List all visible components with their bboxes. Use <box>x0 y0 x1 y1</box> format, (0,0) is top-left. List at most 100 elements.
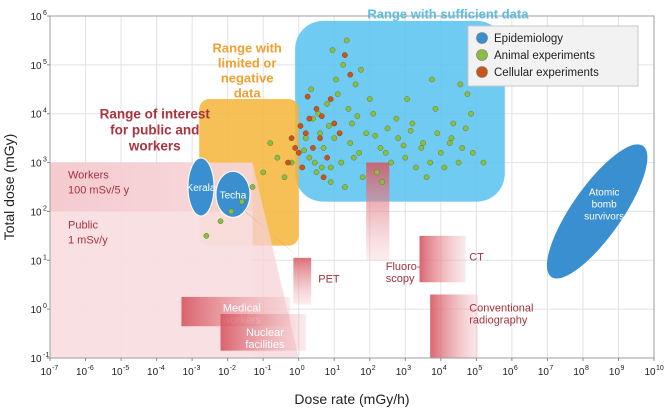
animal-point <box>342 184 348 190</box>
limited-data-title: negative <box>221 71 274 86</box>
animal-point <box>203 233 210 239</box>
animal-point <box>480 159 487 166</box>
animal-point <box>468 110 474 117</box>
animal-point <box>301 147 307 154</box>
animal-point <box>382 149 389 156</box>
cell-point <box>306 115 313 122</box>
x-tick-exp: 8 <box>585 365 589 372</box>
cell-point <box>313 105 320 112</box>
animal-point <box>317 130 323 137</box>
cell-point <box>299 164 306 171</box>
exposure-nuclear-box <box>220 314 306 351</box>
workers-label: Workers <box>68 170 109 182</box>
x-tick-label: 10 <box>289 367 301 378</box>
x-tick-exp: -5 <box>123 365 129 372</box>
animal-point <box>432 105 439 112</box>
animal-point <box>434 130 441 137</box>
animal-point <box>354 113 361 120</box>
animal-point <box>400 142 407 149</box>
animal-point <box>413 164 419 171</box>
animal-point <box>340 62 346 68</box>
techa-label: Techa <box>220 190 247 201</box>
x-tick-exp: -4 <box>159 365 165 372</box>
animal-point <box>228 208 235 215</box>
y-tick-exp: 4 <box>43 108 47 115</box>
cell-point <box>327 96 334 102</box>
x-tick-label: 10 <box>502 367 514 378</box>
exposure-label: Medical <box>223 303 261 315</box>
animal-point <box>388 159 394 166</box>
animal-point <box>334 91 341 98</box>
exposure-label: Conventional <box>469 303 533 315</box>
y-tick-exp: 1 <box>43 254 47 261</box>
x-tick-exp: -6 <box>88 365 94 372</box>
animal-point <box>366 96 373 102</box>
legend: Epidemiology Animal experiments Cellular e… <box>467 25 639 87</box>
range-of-interest-title: workers <box>128 139 181 154</box>
animal-point <box>363 130 370 137</box>
y-tick-exp: -1 <box>43 352 49 359</box>
x-tick-label: 10 <box>76 367 88 378</box>
cell-point <box>342 52 348 58</box>
animal-point <box>311 159 318 166</box>
cell-point <box>310 145 316 151</box>
animal-point <box>343 37 350 44</box>
exposure-scenarios: PET Fluoro-scopy CT Conventionalradiography… <box>181 162 533 358</box>
exposure-pet-box <box>293 257 312 305</box>
public-label: 1 mSv/y <box>68 234 108 246</box>
range-of-interest-title: Range of interest <box>100 107 211 122</box>
animal-point <box>455 159 462 166</box>
atomic-bomb-label: bomb <box>592 199 617 210</box>
exposure-label: Nuclear <box>246 327 284 339</box>
animal-point <box>437 149 444 156</box>
x-tick-exp: 1 <box>336 365 340 372</box>
animal-point <box>327 179 334 185</box>
animal-point <box>404 96 410 102</box>
y-tick-exp: 3 <box>43 157 47 164</box>
animal-point <box>418 145 425 151</box>
animal-point <box>429 76 435 83</box>
limited-data-title: data <box>234 86 262 101</box>
range-of-interest-title: for public and <box>110 123 199 138</box>
cell-point <box>295 149 302 156</box>
public-band <box>50 211 253 358</box>
atomic-bomb-label: Atomic <box>589 187 620 198</box>
animal-point <box>356 149 362 156</box>
exposure-label: scopy <box>386 273 415 285</box>
x-tick-exp: -7 <box>52 365 58 372</box>
sufficient-data-title: Range with sufficient data <box>367 6 529 21</box>
exposure-conventional-box <box>430 294 479 358</box>
x-axis-ticks: 10 -7 10 -6 10 -5 10 -4 10 -3 10 -2 10 -1 10 0 10 1 10 2 10 3… <box>40 358 664 378</box>
techa-ellipse <box>215 170 251 218</box>
animal-point <box>326 123 332 129</box>
animal-point <box>350 154 357 161</box>
cell-point <box>302 130 309 137</box>
animal-point <box>423 174 430 181</box>
animal-point <box>420 140 426 146</box>
x-tick-label: 10 <box>183 367 195 378</box>
x-tick-exp: -3 <box>194 365 200 372</box>
y-tick-label: 10 <box>30 354 42 365</box>
animal-point <box>457 81 464 88</box>
animal-point <box>338 159 345 166</box>
cell-point <box>320 174 327 181</box>
exposure-label: radiography <box>469 315 528 327</box>
scatter-points <box>203 37 487 239</box>
animal-point <box>345 105 352 112</box>
x-tick-exp: 7 <box>549 365 553 372</box>
legend-label: Animal experiments <box>494 50 595 62</box>
animal-point <box>402 154 409 161</box>
x-tick-exp: 4 <box>443 365 447 372</box>
cell-point <box>336 130 343 137</box>
x-tick-label: 10 <box>218 367 230 378</box>
limited-data-title: limited or <box>218 56 277 71</box>
kerala-label: Kerala <box>187 183 216 194</box>
limited-data-title: Range with <box>213 41 282 56</box>
cell-point <box>304 93 311 100</box>
animal-point <box>318 164 325 171</box>
y-tick-exp: 0 <box>43 303 47 310</box>
y-tick-exp: 2 <box>43 205 47 212</box>
exposure-ct-box <box>419 235 466 283</box>
y-tick-label: 10 <box>30 305 42 316</box>
